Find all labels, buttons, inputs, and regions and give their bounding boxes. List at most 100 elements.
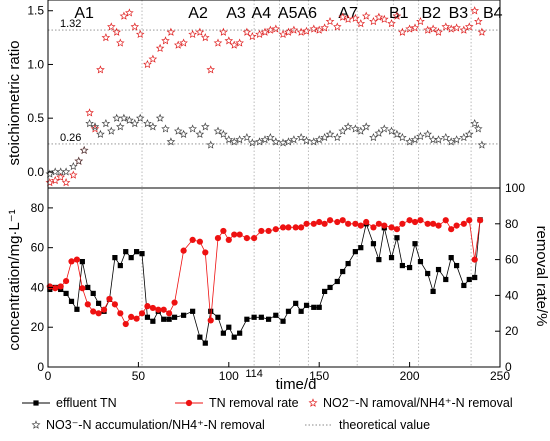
ratio-star-point [260,27,270,36]
removal-rate-point [471,256,478,263]
effluent-tn-point [202,340,208,346]
ratio-star-point [477,27,487,36]
removal-rate-point [345,220,352,227]
ratio-star-point [302,26,311,35]
removal-rate-point [310,220,317,227]
ratio-star-point [195,129,205,138]
removal-rate-point [316,218,323,226]
removal-rate-point [90,308,97,315]
ratio-star-point [361,122,371,131]
effluent-tn-point [237,330,243,336]
ratio-star-point [441,22,451,31]
removal-rate-point [171,299,178,306]
ratio-star-point [356,19,366,28]
removal-rate-point [357,222,364,229]
ratio-star-point [343,122,353,131]
removal-rate-point [202,249,209,256]
ratio-star-point [333,132,342,142]
ratio-star-point [309,137,319,146]
effluent-tn-point [144,314,151,320]
ratio-star-point [325,16,335,26]
ratio-star-point [179,129,188,138]
ratio-star-point [61,178,71,187]
effluent-tn-point [150,318,156,324]
ratio-star-point [343,14,353,23]
removal-rate-point [95,310,102,317]
ratio-star-point [428,135,438,144]
effluent-tn-point [273,312,279,318]
effluent-tn-point [358,245,364,251]
ratio-star-point [374,12,384,21]
ratio-star-point [369,16,378,26]
effluent-tn-point [74,306,80,312]
right-y-tick-label: 80 [505,217,519,231]
ratio-star-point [173,40,183,49]
removal-rate-point [220,227,227,235]
ratio-star-point [130,22,140,31]
removal-rate-point [251,235,258,242]
phase-label: A4 [252,5,272,22]
x-tick-label: 150 [309,369,329,383]
ratio-star-point [474,124,483,133]
removal-rate-point [166,310,173,317]
effluent-tn-point [139,251,145,257]
removal-rate-point [214,235,222,242]
effluent-tn-point [68,298,75,304]
effluent-tn-point [128,255,134,261]
removal-rate-point [381,222,388,229]
removal-rate-point [243,235,250,242]
ratio-star-point [416,131,425,141]
removal-rate-point [100,306,108,313]
ratio-star-point [61,167,71,176]
ratio-star-point [470,118,479,128]
ratio-star-point [85,118,94,128]
removal-rate-point [399,220,406,227]
legend-label: effluent TN [56,396,117,410]
removal-rate-point [363,218,370,226]
ratio-star-point [69,170,78,179]
ratio-star-point [90,124,100,133]
legend-label: TN removal rate [209,396,299,410]
ratio-star-point [271,24,281,33]
bottom-panel [46,217,484,346]
ratio-star-point [314,135,324,144]
effluent-tn-point [311,304,317,310]
effluent-tn-point [370,241,377,247]
ratio-star-point [278,29,288,39]
ratio-star-point [428,24,438,33]
ratio-star-point [356,126,366,135]
ratio-star-point [309,24,319,33]
ratio-star-point [96,65,105,74]
legend-swatch [308,398,318,407]
removal-rate-point [68,258,75,265]
ratio-star-point [459,25,469,34]
ratio-star-point [434,135,443,144]
removal-rate-point [149,304,156,312]
removal-rate-point [155,306,162,313]
ratio-star-point [260,135,270,144]
effluent-tn-point [425,270,431,277]
left-y-tick-label: 40 [31,280,45,294]
ratio-star-point [320,23,329,32]
ratio-star-point [201,122,210,131]
left-y-tick-label: 80 [31,201,45,215]
removal-rate-point [207,317,214,324]
ratio-star-point [255,137,264,146]
effluent-tn-point [443,276,449,283]
ratio-star-point [166,27,176,36]
ratio-star-point [155,43,165,53]
ratio-star-point [392,129,402,138]
ratio-star-point [188,124,197,133]
ratio-star-point [116,38,125,47]
removal-rate-point [106,295,113,303]
removal-rate-point [84,301,91,308]
ratio-star-point [284,137,293,146]
reference-value-label: 0.26 [60,132,81,144]
legend-swatch [31,420,41,429]
right-y-tick-label: 0 [505,360,512,374]
ratio-star-point [278,138,288,147]
ratio-star-point [351,124,360,133]
ratio-star-point [248,31,257,41]
ratio-star-point [112,27,121,36]
removal-rate-point [298,224,305,231]
